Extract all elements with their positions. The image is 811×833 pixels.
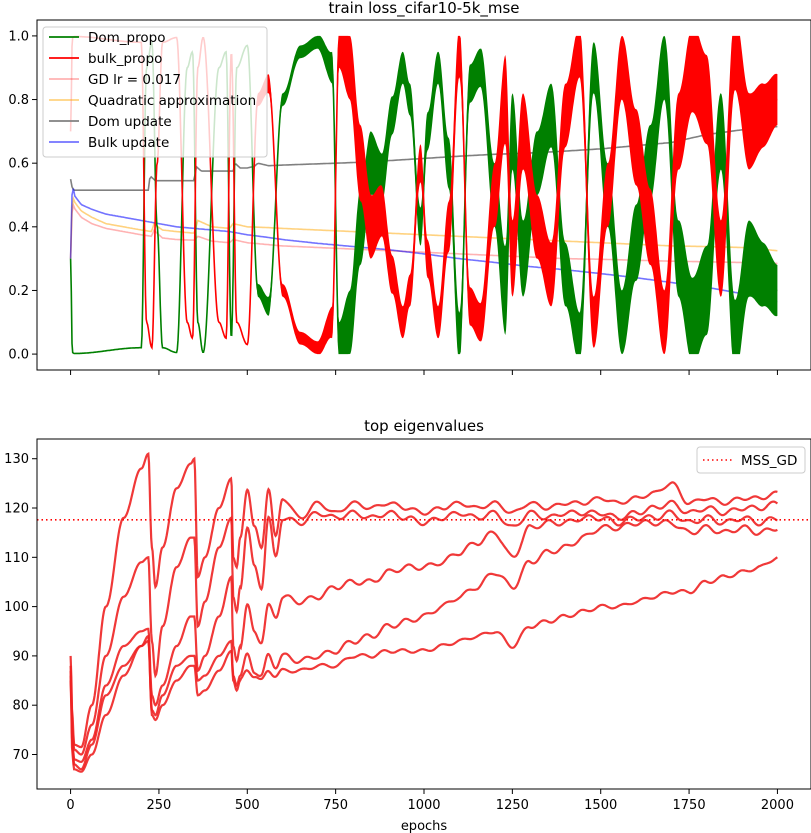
bottom-x-tick-label: 750: [323, 798, 348, 813]
bottom-y-tick-label: 90: [12, 649, 29, 664]
eigenvalue-line: [69, 451, 778, 749]
top-plot-area: [69, 35, 778, 355]
series-line: [69, 35, 778, 351]
top-y-axis: 0.0 0.2 0.4 0.6 0.8 1.0: [8, 29, 37, 363]
series-line: [69, 125, 778, 191]
top-y-tick-label: 1.0: [8, 29, 29, 44]
bottom-y-tick-label: 80: [12, 699, 29, 714]
bottom-legend-frame: [696, 446, 806, 474]
eigenvalue-line: [69, 509, 778, 764]
bottom-y-axis: 70 80 90 100 110 120 130: [4, 452, 37, 763]
eigenvalue-curve: [69, 509, 778, 764]
bottom-legend: MSS_GD: [696, 446, 806, 474]
eigenvalue-line: [69, 518, 778, 771]
series-quadratic-approximation: [69, 195, 778, 259]
legend-mss-gd-label: MSS_GD: [741, 453, 797, 469]
legend-label: GD lr = 0.017: [88, 72, 181, 88]
bottom-x-axis-label: epochs: [401, 819, 448, 833]
top-subplot: train loss_cifar10-5k_mse 0.00.20.40.60.…: [8, 0, 811, 375]
eigenvalue-curve: [69, 518, 778, 771]
legend-label: Dom_propo: [88, 30, 165, 46]
legend-label: Bulk update: [88, 135, 169, 151]
legend-label: Quadratic approximation: [88, 93, 256, 109]
bottom-subplot: top eigenvalues 70 80 90 100 110 120 130 0 250 5…: [4, 417, 811, 833]
bottom-x-tick-label: 1000: [407, 798, 440, 813]
bottom-y-tick-label: 120: [4, 502, 29, 517]
eigenvalue-curve: [69, 556, 778, 773]
bottom-x-tick-label: 1750: [673, 798, 706, 813]
bottom-x-tick-label: 0: [66, 798, 74, 813]
bottom-x-tick-label: 1500: [584, 798, 617, 813]
legend-label: Dom update: [88, 114, 172, 130]
bottom-x-tick-label: 500: [235, 798, 260, 813]
bottom-plot-area: [37, 451, 811, 773]
series-gd-lr-0-017: [69, 202, 778, 265]
bottom-x-axis: 0 250 500 750 1000 1250 1500 1750 2000: [66, 789, 794, 813]
top-y-tick-label: 0.6: [8, 157, 29, 172]
bottom-y-tick-label: 100: [4, 600, 29, 615]
bottom-x-tick-label: 250: [147, 798, 172, 813]
bottom-y-tick-label: 70: [12, 748, 29, 763]
eigenvalue-curve: [69, 499, 779, 756]
top-y-tick-label: 0.4: [8, 220, 29, 235]
bottom-y-tick-label: 130: [4, 452, 29, 467]
bottom-chart-title: top eigenvalues: [364, 417, 484, 435]
top-x-axis: [70, 370, 778, 375]
bottom-x-tick-label: 1250: [496, 798, 529, 813]
bottom-y-tick-label: 110: [4, 551, 29, 566]
series-line: [69, 202, 778, 265]
top-chart-title: train loss_cifar10-5k_mse: [328, 0, 519, 18]
top-y-tick-label: 0.2: [8, 284, 29, 299]
eigenvalue-line: [69, 499, 779, 756]
eigenvalue-curve: [69, 451, 778, 749]
top-y-tick-label: 0.0: [8, 348, 29, 363]
series-dom-update: [69, 125, 778, 191]
series-line: [69, 195, 778, 259]
top-y-tick-label: 0.8: [8, 93, 29, 108]
bottom-x-tick-label: 2000: [761, 798, 794, 813]
top-legend-frame: [42, 26, 268, 158]
legend-label: bulk_propo: [88, 51, 162, 67]
eigenvalue-line: [69, 556, 778, 773]
top-legend: Dom_propo bulk_propo GD lr = 0.017 Quadrati…: [42, 26, 268, 158]
series-bulk-propo: [69, 35, 778, 355]
